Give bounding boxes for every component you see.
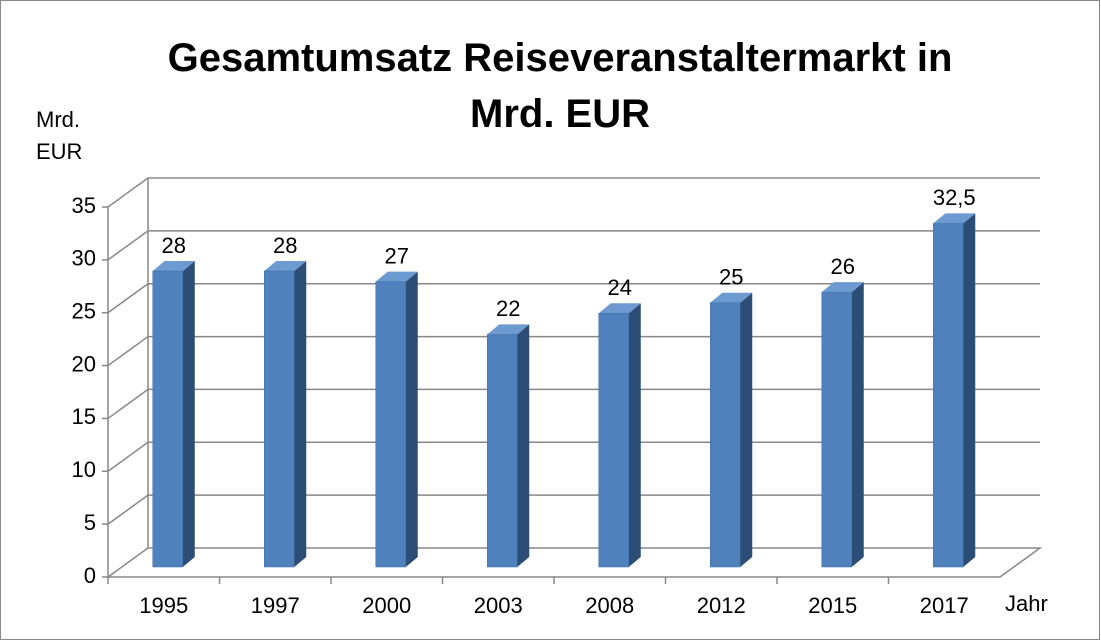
y-tick-label: 25: [72, 299, 96, 324]
value-label: 28: [162, 233, 186, 258]
bar-top: [598, 303, 641, 314]
bar: [375, 281, 406, 568]
y-tick-label: 30: [72, 246, 96, 271]
bar-top: [264, 261, 307, 271]
value-label: 32,5: [933, 185, 976, 210]
bar: [933, 223, 964, 568]
x-tick-label: 2008: [585, 593, 634, 618]
grid-line: [107, 282, 1040, 314]
bar-top: [821, 282, 864, 293]
x-tick-label: 1997: [251, 593, 300, 618]
bar-top: [152, 261, 195, 271]
y-tick-label: 20: [72, 351, 96, 376]
y-tick-label: 0: [84, 563, 96, 588]
x-tick-label: 2000: [362, 593, 411, 618]
bar-side: [517, 324, 530, 567]
bar-top: [710, 292, 753, 303]
bar: [598, 313, 629, 568]
x-tick-label: 2003: [474, 593, 523, 618]
value-label: 22: [496, 296, 520, 321]
bar-side: [851, 282, 864, 567]
bar: [264, 270, 295, 568]
y-tick-label: 5: [84, 510, 96, 535]
chart-title: Gesamtumsatz Reiseveranstaltermarkt in M…: [167, 36, 953, 136]
value-label: 27: [385, 243, 409, 268]
value-label: 28: [273, 233, 297, 258]
floor: [105, 547, 1043, 578]
grid-line: [107, 230, 1040, 261]
bar: [821, 291, 852, 568]
bar-side: [294, 261, 307, 567]
grid-line: [107, 177, 1040, 208]
bar-side: [740, 292, 753, 567]
y-tick-label: 35: [72, 193, 96, 218]
bar-side: [182, 261, 195, 567]
bar-side: [405, 271, 418, 567]
x-tick-label: 2012: [697, 593, 746, 618]
bar: [487, 334, 518, 568]
y-tick-label: 15: [72, 404, 96, 429]
bar-side: [963, 213, 976, 567]
x-tick-label: 2015: [808, 593, 857, 618]
value-label: 26: [831, 254, 855, 279]
bar-top: [487, 324, 530, 335]
bar-top: [933, 213, 976, 224]
x-axis-label: Jahr: [1005, 591, 1048, 616]
y-axis-label: Mrd. EUR: [36, 107, 83, 164]
bar-side: [628, 303, 641, 567]
y-tick-label: 10: [72, 457, 96, 482]
bar: [152, 270, 183, 568]
value-label: 24: [608, 275, 632, 300]
value-label: 25: [719, 265, 743, 290]
x-tick-label: 2017: [920, 593, 969, 618]
x-tick-label: 1995: [139, 593, 188, 618]
bar: [710, 302, 741, 568]
bar-top: [375, 271, 418, 282]
